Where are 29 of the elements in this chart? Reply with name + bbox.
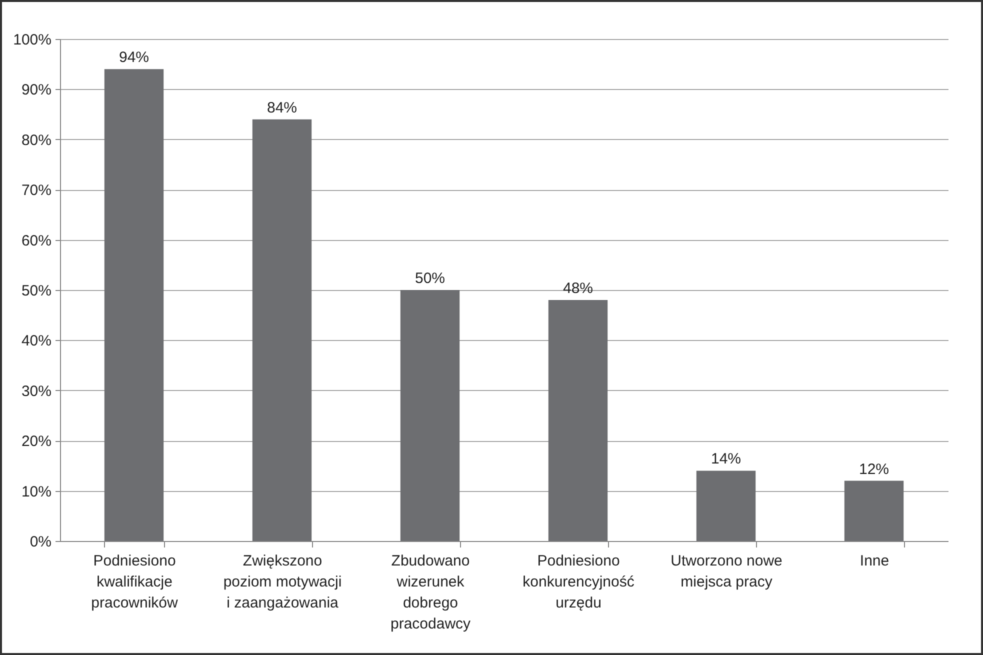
y-tick-label: 70% <box>21 182 52 200</box>
y-tick-label: 20% <box>21 433 52 450</box>
data-label: 12% <box>858 460 890 478</box>
y-tick-label: 0% <box>30 534 52 550</box>
bar <box>844 480 904 541</box>
y-tick-label: 30% <box>21 382 52 400</box>
bar <box>104 69 164 541</box>
y-tick-label: 50% <box>21 282 52 300</box>
y-tick-label: 40% <box>21 332 52 350</box>
x-tick-label: Utworzono nowe miejsca pracy <box>670 552 782 590</box>
y-tick-label: 80% <box>21 132 52 149</box>
bar <box>548 300 608 541</box>
data-label: 84% <box>266 99 298 116</box>
data-label: 14% <box>710 450 742 468</box>
x-tick-label: Podniesiono konkurencyjność urzędu <box>522 552 635 612</box>
bar <box>400 290 460 541</box>
y-tick-label: 60% <box>21 232 52 250</box>
data-label: 94% <box>118 49 150 66</box>
x-tick-label: Zbudowano wizerunek dobrego pracodawcy <box>390 552 472 632</box>
data-label: 48% <box>562 280 594 298</box>
y-tick-label: 90% <box>21 82 52 99</box>
bar <box>252 119 312 541</box>
x-tick-label: Podniesiono kwalifikacje pracowników <box>91 552 178 612</box>
x-tick-label: Zwiększono poziom motywacji i zaangażowania <box>223 552 342 612</box>
x-tick-label: Inne <box>860 552 890 570</box>
y-tick-label: 100% <box>13 32 52 48</box>
y-tick-label: 10% <box>21 483 52 500</box>
data-label: 50% <box>414 270 446 287</box>
bar <box>696 470 756 541</box>
